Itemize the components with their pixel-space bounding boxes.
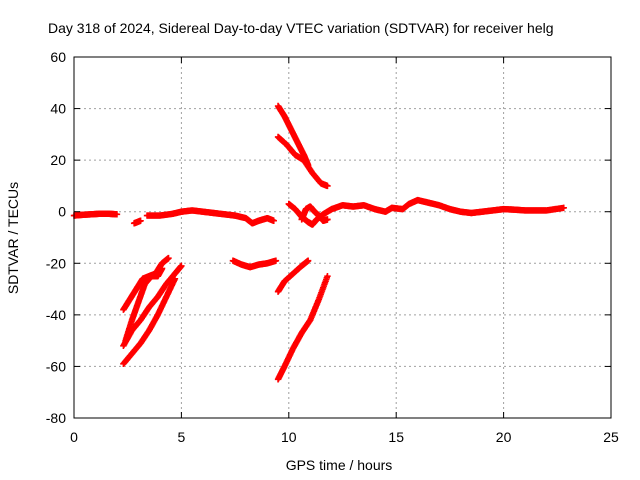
x-tick-label: 20 <box>496 429 512 445</box>
x-tick-label: 0 <box>70 429 78 445</box>
series-base-early <box>70 210 121 219</box>
axis-ticks: 0 5 10 15 20 25 -80 -60 -40 -20 0 20 40 60 <box>46 49 619 445</box>
x-tick-label: 10 <box>281 429 297 445</box>
data-point <box>165 254 172 262</box>
data-point <box>171 275 179 282</box>
series-track-B <box>120 262 185 349</box>
data-point <box>324 216 331 223</box>
chart-title: Day 318 of 2024, Sidereal Day-to-day VTE… <box>48 20 554 36</box>
y-tick-label: -80 <box>46 410 66 426</box>
series-track-C <box>120 275 179 368</box>
x-tick-label: 15 <box>388 429 404 445</box>
series-arc-10-11.5 <box>298 203 331 224</box>
y-tick-label: -20 <box>46 255 66 271</box>
data-point <box>324 272 331 280</box>
data-point <box>158 265 166 272</box>
series-base-2.8 <box>130 217 144 227</box>
y-tick-label: 60 <box>50 49 66 65</box>
data-point <box>560 204 567 212</box>
y-tick-label: -60 <box>46 358 66 374</box>
data-point <box>304 257 312 264</box>
data-point <box>324 182 331 190</box>
plot-frame <box>73 56 612 419</box>
data-point <box>178 262 185 270</box>
series-track-F <box>274 272 331 383</box>
series-base-after-10 <box>285 196 567 228</box>
y-tick-label: 40 <box>50 101 66 117</box>
data-point <box>272 257 280 264</box>
y-tick-label: 20 <box>50 152 66 168</box>
series-track-D <box>122 265 166 344</box>
y-tick-label: 0 <box>58 204 66 220</box>
y-tick-label: -40 <box>46 307 66 323</box>
data-points <box>70 102 567 383</box>
series-track-E <box>274 257 312 295</box>
series-base-3.4-8.5 <box>143 207 277 227</box>
series-arc-neg20-mid <box>229 257 280 271</box>
x-axis-label: GPS time / hours <box>286 457 393 473</box>
x-tick-label: 5 <box>178 429 186 445</box>
grid <box>74 57 611 418</box>
data-point <box>113 211 121 218</box>
y-axis-label: SDTVAR / TECUs <box>5 182 21 294</box>
x-tick-label: 25 <box>603 429 619 445</box>
data-point <box>137 217 144 224</box>
data-point <box>270 217 277 224</box>
series-track-H <box>274 133 331 190</box>
